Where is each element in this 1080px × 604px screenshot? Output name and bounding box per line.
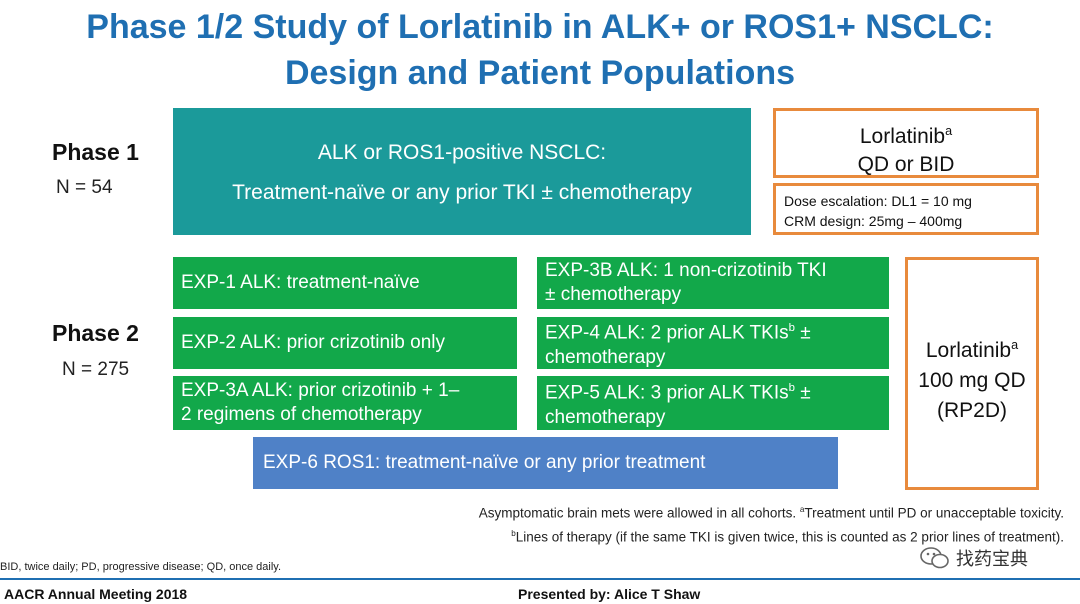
note-line-1: Asymptomatic brain mets were allowed in … <box>478 505 1064 521</box>
phase1-dose-line1: Dose escalation: DL1 = 10 mg <box>784 193 972 209</box>
cohort-exp-3a: EXP-3A ALK: prior crizotinib + 1– 2 regi… <box>173 376 517 430</box>
cohort-exp-2-label: EXP-2 ALK: prior crizotinib only <box>181 332 446 353</box>
cohort-exp-2: EXP-2 ALK: prior crizotinib only <box>173 317 517 369</box>
phase2-drug-sup: a <box>1011 338 1019 352</box>
phase1-drug-name: Lorlatinib <box>859 125 946 148</box>
footer-presenter: Presented by: Alice T Shaw <box>518 586 701 602</box>
wechat-icon <box>920 547 949 569</box>
watermark: 找药宝典 <box>920 545 1028 571</box>
cohort-exp-5: EXP-5 ALK: 3 prior ALK TKIsb ± chemother… <box>537 376 889 430</box>
phase1-n: N = 54 <box>56 177 113 198</box>
phase1-dose-box: Dose escalation: DL1 = 10 mg CRM design:… <box>773 183 1039 235</box>
phase1-population-box: ALK or ROS1-positive NSCLC: Treatment-na… <box>173 108 751 235</box>
abbreviations-footnote: BID, twice daily; PD, progressive diseas… <box>0 561 282 573</box>
phase2-label: Phase 2 <box>52 320 139 346</box>
phase2-drug-dose: 100 mg QD <box>918 369 1026 392</box>
cohort-exp-3b: EXP-3B ALK: 1 non-crizotinib TKI ± chemo… <box>537 257 889 309</box>
cohort-exp-5-label: EXP-5 ALK: 3 prior ALK TKIsb ± chemother… <box>545 382 811 428</box>
phase2-drug-name: Lorlatinib <box>925 339 1012 362</box>
note-line-2: bLines of therapy (if the same TKI is gi… <box>511 528 1064 545</box>
phase1-drug-box: Lorlatiniba QD or BID <box>773 108 1039 178</box>
title-line-1: Phase 1/2 Study of Lorlatinib in ALK+ or… <box>86 8 994 46</box>
footer-divider <box>0 578 1080 580</box>
cohort-exp-3b-label: EXP-3B ALK: 1 non-crizotinib TKI ± chemo… <box>545 260 827 305</box>
phase1-dose-line2: CRM design: 25mg – 400mg <box>784 213 963 229</box>
phase1-drug-regimen: QD or BID <box>857 153 955 176</box>
cohort-exp-1: EXP-1 ALK: treatment-naïve <box>173 257 517 309</box>
slide-title: Phase 1/2 Study of Lorlatinib in ALK+ or… <box>0 4 1080 96</box>
watermark-text: 找药宝典 <box>956 549 1028 569</box>
phase1-population-line1: ALK or ROS1-positive NSCLC: <box>317 141 607 164</box>
phase2-drug-rp2d: (RP2D) <box>936 399 1007 422</box>
cohort-exp-4: EXP-4 ALK: 2 prior ALK TKIsb ± chemother… <box>537 317 889 369</box>
phase1-label: Phase 1 <box>52 139 139 165</box>
cohort-exp-6-label: EXP-6 ROS1: treatment-naïve or any prior… <box>263 452 706 473</box>
cohort-exp-3a-label: EXP-3A ALK: prior crizotinib + 1– 2 regi… <box>181 380 460 425</box>
phase1-population-line2: Treatment-naïve or any prior TKI ± chemo… <box>232 181 692 204</box>
cohort-exp-4-label: EXP-4 ALK: 2 prior ALK TKIsb ± chemother… <box>545 322 811 368</box>
cohort-exp-6: EXP-6 ROS1: treatment-naïve or any prior… <box>253 437 838 489</box>
notes: Asymptomatic brain mets were allowed in … <box>300 500 1064 547</box>
phase2-n: N = 275 <box>62 359 130 380</box>
footer-meeting: AACR Annual Meeting 2018 <box>4 586 188 602</box>
cohort-exp-1-label: EXP-1 ALK: treatment-naïve <box>181 272 420 293</box>
phase1-drug-sup: a <box>945 124 953 138</box>
title-line-2: Design and Patient Populations <box>284 54 796 92</box>
phase2-drug-box: Lorlatiniba 100 mg QD (RP2D) <box>905 257 1039 490</box>
